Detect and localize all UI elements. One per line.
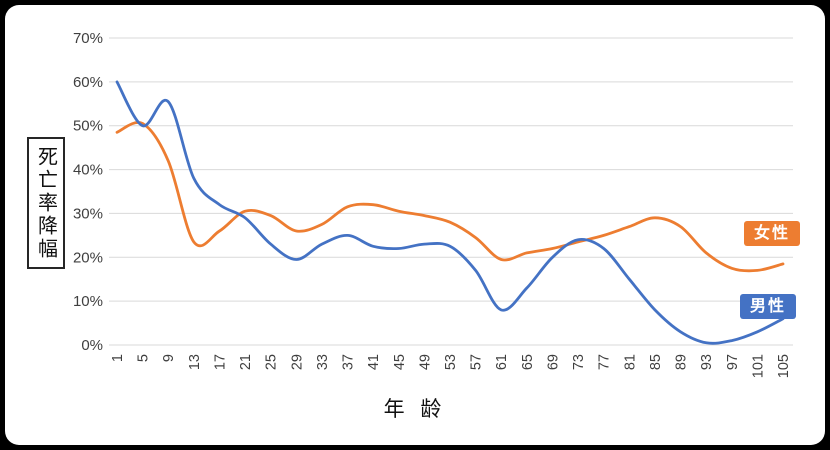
svg-text:89: 89 [674, 354, 690, 370]
svg-text:40%: 40% [73, 162, 103, 179]
svg-text:53: 53 [443, 354, 459, 370]
svg-text:61: 61 [494, 354, 510, 370]
svg-text:97: 97 [725, 354, 741, 370]
line-chart: 0% 10% 20% 30% 40% 50% 60% 70% 1 5 9 13 17 21 25 29 33 37… [73, 30, 793, 378]
svg-text:20%: 20% [73, 249, 103, 266]
svg-text:77: 77 [597, 354, 613, 370]
svg-text:37: 37 [341, 354, 357, 370]
svg-text:33: 33 [315, 354, 331, 370]
chart-card: 0% 10% 20% 30% 40% 50% 60% 70% 1 5 9 13 17 21 25 29 33 37… [5, 5, 825, 445]
svg-text:41: 41 [366, 354, 382, 370]
legend-label-female: 女性 [744, 221, 801, 246]
svg-text:9: 9 [161, 354, 177, 362]
svg-text:45: 45 [392, 354, 408, 370]
svg-text:81: 81 [622, 354, 638, 370]
svg-text:49: 49 [417, 354, 433, 370]
svg-text:17: 17 [212, 354, 228, 370]
svg-text:5: 5 [136, 354, 152, 362]
svg-text:105: 105 [776, 354, 792, 378]
svg-text:85: 85 [648, 354, 664, 370]
svg-text:21: 21 [238, 354, 254, 370]
svg-text:0%: 0% [81, 337, 103, 354]
svg-text:50%: 50% [73, 118, 103, 135]
svg-text:29: 29 [289, 354, 305, 370]
svg-text:93: 93 [699, 354, 715, 370]
svg-text:70%: 70% [73, 30, 103, 47]
svg-text:65: 65 [520, 354, 536, 370]
svg-text:73: 73 [571, 354, 587, 370]
svg-text:60%: 60% [73, 74, 103, 91]
svg-text:69: 69 [545, 354, 561, 370]
svg-text:13: 13 [187, 354, 203, 370]
legend-label-male: 男性 [740, 294, 797, 319]
svg-text:1: 1 [110, 354, 126, 362]
svg-text:30%: 30% [73, 205, 103, 222]
y-axis-title: 死亡率降幅 [27, 137, 65, 269]
svg-text:10%: 10% [73, 293, 103, 310]
svg-text:25: 25 [264, 354, 280, 370]
svg-text:101: 101 [750, 354, 766, 378]
svg-text:57: 57 [469, 354, 485, 370]
x-axis-title: 年 龄 [335, 393, 495, 423]
